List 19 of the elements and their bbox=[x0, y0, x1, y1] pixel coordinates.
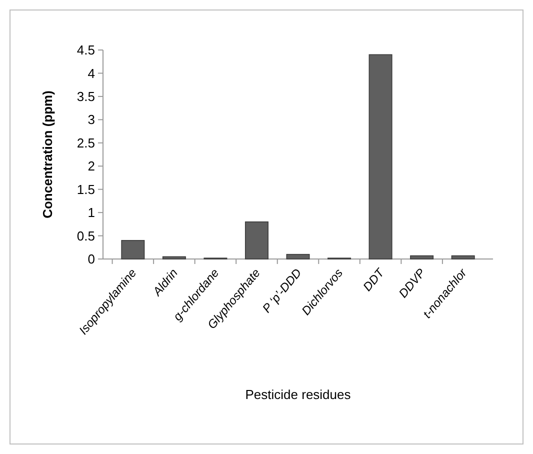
y-tick-label: 2.5 bbox=[76, 135, 95, 150]
y-tick-label: 1.5 bbox=[76, 182, 95, 197]
bar bbox=[451, 255, 475, 260]
y-tick-label: 0.5 bbox=[76, 228, 95, 244]
y-tick-label: 0 bbox=[88, 252, 95, 267]
y-tick-label: 3.5 bbox=[76, 88, 95, 104]
bar bbox=[368, 54, 392, 260]
y-tick-label: 1 bbox=[88, 205, 95, 220]
y-axis-title: Concentration (ppm) bbox=[40, 90, 55, 218]
y-tick-label: 3 bbox=[88, 112, 95, 128]
y-tick-label: 4.5 bbox=[76, 42, 95, 58]
bar bbox=[410, 255, 434, 260]
y-tick-label: 2 bbox=[88, 158, 95, 174]
x-axis-title: Pesticide residues bbox=[245, 387, 352, 402]
bar bbox=[286, 254, 310, 260]
bar bbox=[121, 240, 145, 260]
y-tick-label: 4 bbox=[88, 66, 95, 81]
bar bbox=[244, 221, 268, 260]
bar bbox=[162, 256, 186, 260]
